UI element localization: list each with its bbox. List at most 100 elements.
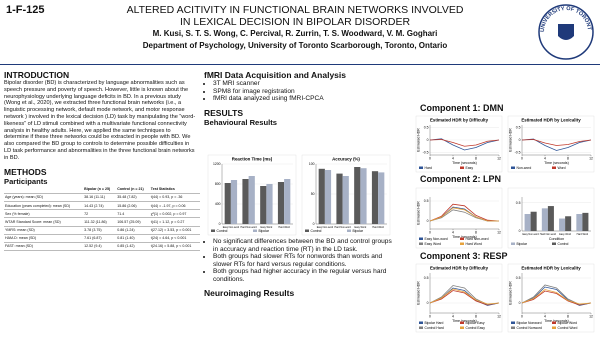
table-cell: 7.61 (6.87) — [83, 234, 117, 243]
bullet: 3T MRI scanner — [213, 80, 396, 88]
legend-label: Non-word — [517, 166, 532, 170]
y-tick-label: -0.5 — [515, 151, 521, 155]
line-series — [521, 284, 592, 305]
table-row: Sex (% female) 72 71.4 χ²(1) = 0.002, p = 0… — [4, 209, 200, 219]
y-axis-label: Estimated HDR — [417, 201, 421, 225]
x-tick-label: 12 — [497, 231, 501, 235]
y-axis-label: Estimated HDR — [417, 128, 421, 152]
x-tick-label: 8 — [475, 231, 477, 235]
x-tick-label: 4 — [452, 157, 454, 161]
table-cell: 38.16 (11.11) — [83, 193, 117, 202]
bar — [318, 168, 325, 224]
y-tick-label: -0.5 — [423, 151, 429, 155]
x-tick-label: 12 — [589, 157, 593, 161]
bar — [277, 182, 285, 224]
x-axis-label: Condition — [549, 237, 564, 241]
bullet: No significant differences between the B… — [213, 238, 396, 253]
bullet-list: 3T MRI scannerSPM8 for image registratio… — [204, 80, 396, 103]
table-cell: Sex (% female) — [4, 209, 84, 219]
y-axis-label: Estimated HDR — [417, 281, 421, 305]
bar — [284, 179, 291, 224]
chart-title: Estimated HDR by Difficulty — [430, 118, 489, 123]
table-cell: t(24) = 4.64, p < 0.001 — [149, 234, 200, 243]
table-cell: t(41) = 1.12, p = 0.27 — [149, 217, 200, 227]
section-heading: INTRODUCTION — [4, 70, 70, 80]
chart-frame — [415, 263, 503, 333]
y-tick-label: 0 — [427, 219, 429, 223]
legend-label: Bipolar Hard — [425, 321, 444, 325]
table-row: YMRS: mean (SD) 3.78 (3.75) 0.86 (1.24) t(2… — [4, 226, 200, 235]
x-tick-label: Easy Word — [559, 233, 571, 236]
bar — [524, 214, 531, 231]
y-tick-label: 800 — [215, 182, 221, 186]
x-axis-label: Time (seconds) — [452, 235, 477, 239]
line-series — [429, 290, 500, 306]
y-tick-label: 0 — [219, 222, 221, 226]
x-tick-label: Easy Non-word — [317, 226, 334, 229]
legend-swatch — [460, 242, 464, 245]
x-tick-label: 0 — [429, 315, 431, 319]
x-tick-label: 0 — [429, 157, 431, 161]
x-tick-label: Easy Word — [355, 226, 367, 229]
bar — [242, 179, 249, 224]
bar — [582, 212, 589, 231]
bar — [530, 211, 537, 231]
legend-swatch — [253, 229, 257, 232]
legend-label: Bipolar — [353, 229, 364, 233]
bullet: fMRI data analyzed using fMRI-CPCA — [213, 95, 396, 103]
y-tick-label: 1200 — [213, 162, 221, 166]
y-tick-label: 0.5 — [516, 201, 521, 205]
table-row: HAM-D: mean (SD) 7.61 (6.87) 0.81 (1.40) t(… — [4, 234, 200, 243]
y-tick-label: 0.5 — [424, 276, 429, 280]
x-tick-label: 4 — [452, 231, 454, 235]
x-axis-label: Time (seconds) — [544, 319, 569, 323]
chart-frame — [415, 115, 503, 173]
legend-label: Control Nonword — [517, 326, 543, 330]
table-cell: 0.81 (1.40) — [116, 234, 150, 243]
x-tick-label: Hard Word — [278, 226, 290, 229]
subheading: Behavioural Results — [204, 117, 278, 127]
y-axis-label: Estimated HDR — [509, 128, 513, 152]
column-2: fMRI Data Acquisition and Analysis 3T MR… — [204, 70, 396, 127]
chart-title: Estimated HDR by Difficulty — [430, 266, 489, 271]
x-axis-label: Time (seconds) — [452, 319, 477, 323]
x-tick-label: 4 — [452, 315, 454, 319]
legend-label: Easy Word — [425, 242, 442, 246]
table-row: Age (years): mean (SD) 38.16 (11.11) 35.48… — [4, 193, 200, 202]
x-tick-label: 8 — [475, 315, 477, 319]
legend-label: Easy — [466, 166, 474, 170]
legend-swatch — [552, 321, 556, 324]
legend-swatch — [552, 166, 556, 169]
x-tick-label: Easy Word — [261, 226, 273, 229]
x-tick-label: 8 — [567, 157, 569, 161]
logo-shield — [558, 24, 574, 40]
y-tick-label: 0 — [313, 222, 315, 226]
x-axis-label: Time (seconds) — [452, 161, 477, 165]
x-tick-label: Hard Word — [372, 226, 384, 229]
y-tick-label: 400 — [215, 202, 221, 206]
column-2-lower: No significant differences between the B… — [204, 238, 396, 298]
bar — [565, 216, 572, 231]
chart-frame — [415, 187, 503, 249]
y-tick-label: 50 — [311, 192, 315, 196]
line-series — [521, 289, 592, 305]
bar — [224, 183, 231, 224]
header-cell — [4, 185, 84, 194]
x-tick-label: 0 — [521, 315, 523, 319]
x-tick-label: Hard Word — [577, 233, 589, 236]
legend-swatch — [211, 229, 215, 232]
x-tick-label: Hard Non-word — [540, 233, 557, 236]
column-1: INTRODUCTION Bipolar disorder (BD) is ch… — [4, 70, 200, 252]
department: Department of Psychology, University of … — [142, 41, 448, 50]
x-tick-label: 0 — [429, 231, 431, 235]
y-tick-label: 0.5 — [516, 126, 521, 130]
y-tick-label: 0.5 — [516, 276, 521, 280]
legend-swatch — [419, 242, 423, 245]
section-heading: fMRI Data Acquisition and Analysis — [204, 70, 347, 80]
bar — [371, 171, 379, 224]
chart-frame — [507, 263, 595, 333]
table-row: Education (years completed): mean (SD) 14… — [4, 201, 200, 211]
bar — [260, 186, 267, 224]
header-cell: Control (n = 21) — [116, 185, 150, 194]
